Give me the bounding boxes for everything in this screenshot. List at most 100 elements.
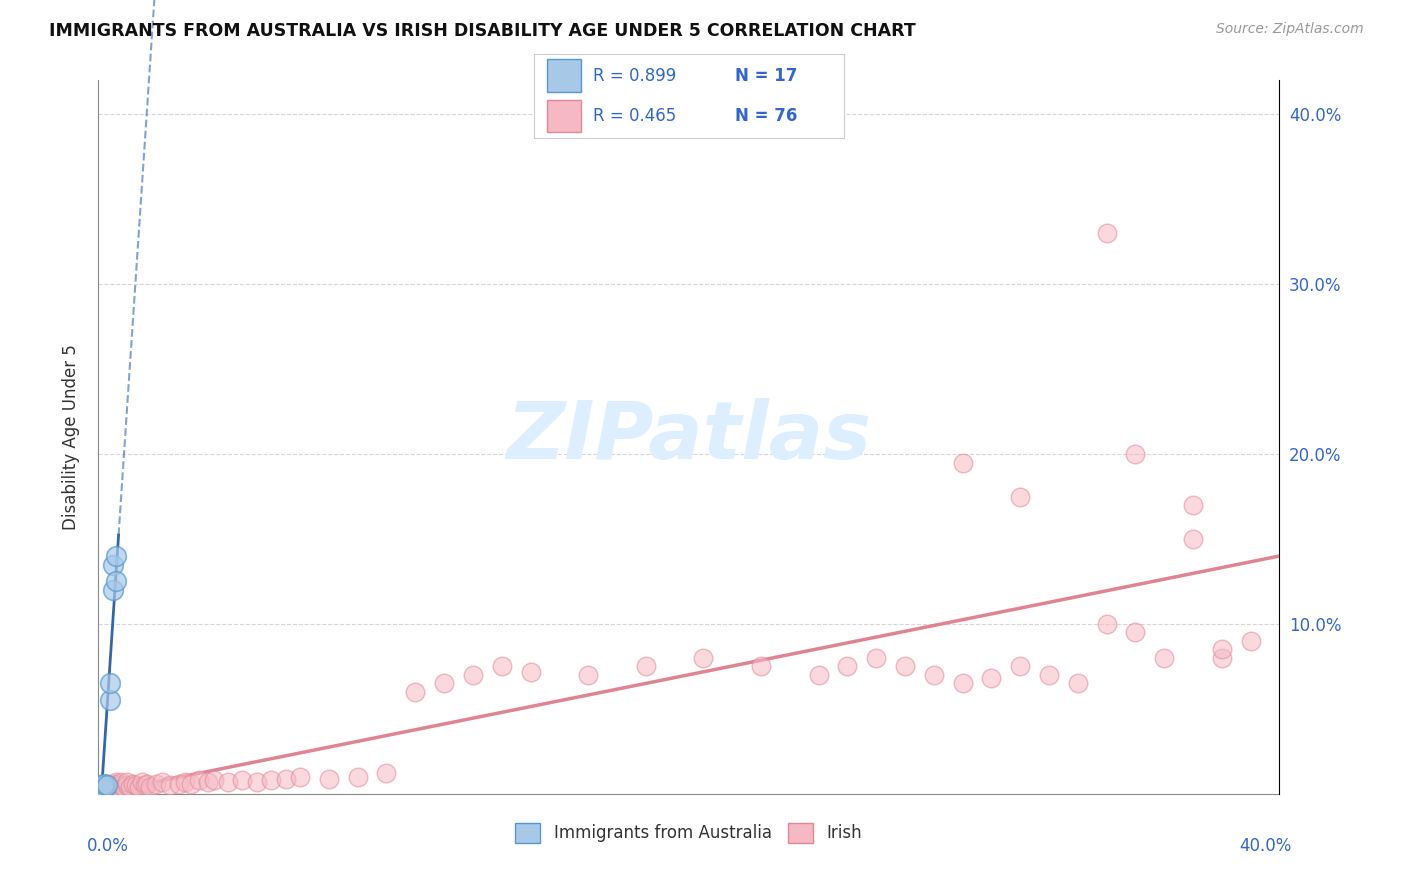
Point [1182,498,1205,512]
Y-axis label: Disability Age Under 5: Disability Age Under 5 [62,344,80,530]
Point [159,778,181,792]
Point [837,659,859,673]
Point [576,668,599,682]
Point [96,778,118,792]
Point [110,778,132,792]
Point [93,778,115,792]
Point [120,780,142,794]
Point [112,780,135,794]
Point [433,676,456,690]
Point [90,780,112,794]
Point [922,668,945,682]
Point [1095,617,1118,632]
Point [104,549,127,563]
Point [197,775,219,789]
Point [1153,651,1175,665]
Point [807,668,830,682]
Text: R = 0.899: R = 0.899 [593,67,676,85]
Point [98,781,121,796]
Point [96,780,118,794]
Text: 0.0%: 0.0% [87,837,128,855]
Point [125,778,148,792]
Point [1010,490,1032,504]
Point [375,766,398,780]
Point [104,781,127,796]
Point [1125,447,1147,461]
Point [122,777,145,791]
Text: ZIPatlas: ZIPatlas [506,398,872,476]
Point [89,781,111,796]
Point [894,659,917,673]
Point [91,778,114,792]
Point [128,780,150,794]
Point [93,781,115,796]
Point [188,773,211,788]
Point [1211,651,1233,665]
Point [90,781,112,796]
Point [107,777,129,791]
Point [107,780,129,794]
Text: R = 0.465: R = 0.465 [593,107,676,125]
Point [952,676,974,690]
Point [288,770,311,784]
Point [980,671,1002,685]
Point [461,668,484,682]
Point [134,778,156,792]
Point [404,685,426,699]
Point [101,780,124,794]
Text: N = 17: N = 17 [735,67,797,85]
Text: 40.0%: 40.0% [1239,837,1291,855]
Point [173,775,195,789]
Point [274,772,297,786]
Point [519,665,541,679]
Point [1067,676,1090,690]
Point [952,456,974,470]
Point [1182,532,1205,546]
Point [104,574,127,589]
Point [180,777,202,791]
Point [1095,226,1118,240]
Point [1038,668,1060,682]
Point [865,651,887,665]
Legend: Immigrants from Australia, Irish: Immigrants from Australia, Irish [509,816,869,850]
Point [131,775,153,789]
Point [692,651,714,665]
Point [98,676,121,690]
Point [491,659,513,673]
Point [749,659,772,673]
Text: N = 76: N = 76 [735,107,797,125]
Point [90,778,112,792]
Point [90,780,112,794]
Point [1010,659,1032,673]
Point [104,775,127,789]
Point [1240,634,1263,648]
Point [115,778,138,792]
Point [101,558,124,572]
Point [634,659,657,673]
Point [110,775,132,789]
Point [145,777,167,791]
Text: Source: ZipAtlas.com: Source: ZipAtlas.com [1216,22,1364,37]
Point [101,582,124,597]
Point [139,780,162,794]
Point [90,781,112,796]
Point [246,775,269,789]
Point [150,775,173,789]
FancyBboxPatch shape [547,100,581,132]
Point [202,773,225,788]
Point [115,775,138,789]
Point [98,693,121,707]
Point [217,775,239,789]
Point [101,777,124,791]
Point [90,780,112,794]
Point [167,777,190,791]
Point [98,778,121,792]
Point [1125,625,1147,640]
Point [318,772,340,786]
Text: IMMIGRANTS FROM AUSTRALIA VS IRISH DISABILITY AGE UNDER 5 CORRELATION CHART: IMMIGRANTS FROM AUSTRALIA VS IRISH DISAB… [49,22,915,40]
Point [93,777,115,791]
Point [136,777,159,791]
FancyBboxPatch shape [547,60,581,92]
Point [93,781,115,796]
Point [89,781,111,796]
